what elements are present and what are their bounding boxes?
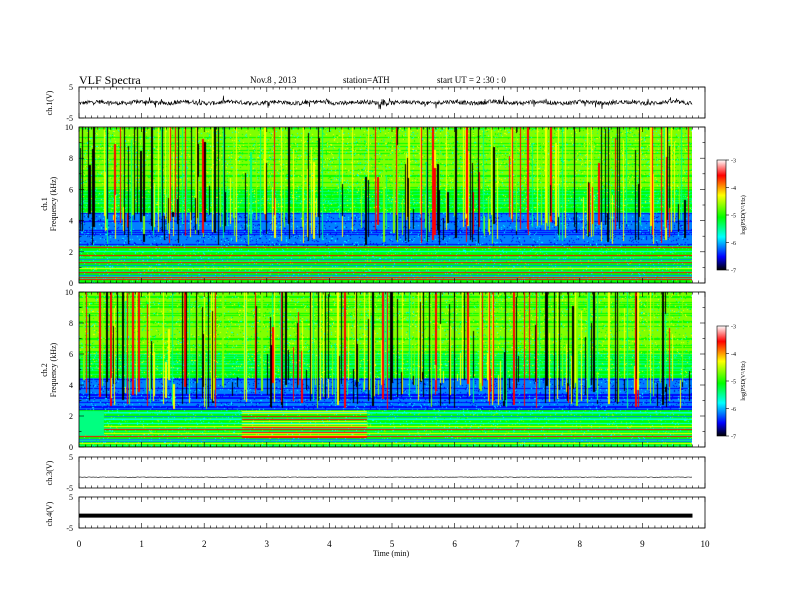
ch3-waveform-panel: 5 -5	[66, 453, 706, 493]
ch4-wave-ylabel: ch.4(V)	[45, 501, 54, 526]
y-tick-label: 6	[69, 350, 73, 359]
ch1-waveform-panel: 5 -5	[66, 83, 706, 123]
colorbar-tick-label: -3	[731, 325, 736, 331]
x-tick-label: 7	[515, 539, 520, 549]
ch3-wave-ylabel: ch.3(V)	[45, 460, 54, 485]
colorbar-scale	[716, 325, 727, 437]
x-tick-label: 4	[327, 539, 332, 549]
ch1-waveform-trace	[78, 95, 693, 110]
ch1-wave-ylabel: ch.1(V)	[45, 90, 54, 115]
colorbar-tick-label: -6	[731, 241, 736, 247]
ch1-spectrogram-panel: 0 2 4 6 8 10	[65, 123, 706, 288]
colorbar-label: log(PSD(V²/Hz)	[740, 361, 747, 400]
ch3-waveform-trace	[78, 476, 693, 478]
x-tick-label: 1	[139, 539, 144, 549]
colorbar-tick-label: -5	[731, 214, 736, 220]
ch2-freq-ylabel: Frequency (kHz)	[49, 342, 58, 397]
y-tick-label: 5	[69, 83, 73, 92]
x-axis-label: Time (min)	[373, 549, 410, 558]
y-tick-label: 5	[69, 453, 73, 462]
y-tick-label: 0	[69, 279, 73, 288]
ch2-colorbar: -3 -4 -5 -6 -7 log(PSD(V²/Hz)	[716, 325, 747, 441]
y-tick-label: 4	[69, 381, 73, 390]
colorbar-scale	[716, 159, 727, 271]
figure-title: VLF Spectra	[79, 73, 141, 87]
x-tick-label: 8	[578, 539, 583, 549]
y-tick-label: 10	[65, 123, 73, 132]
colorbar-tick-label: -7	[731, 435, 736, 441]
x-tick-label: 9	[640, 539, 645, 549]
colorbar-tick-label: -6	[731, 407, 736, 413]
y-tick-label: -5	[66, 114, 73, 123]
ch4-waveform-panel: 5 -5	[66, 493, 706, 533]
x-tick-label: 5	[390, 539, 395, 549]
colorbar-tick-label: -5	[731, 380, 736, 386]
colorbar-tick-label: -4	[731, 186, 736, 192]
x-tick-label: 2	[202, 539, 207, 549]
station-label: station=ATH	[343, 75, 390, 85]
ch2-spectrogram-panel: 0 2 4 6 8 10	[65, 288, 706, 452]
start-ut-label: start UT = 2 :30 : 0	[437, 75, 506, 85]
colorbar-tick-label: -7	[731, 269, 736, 275]
y-tick-label: 8	[69, 154, 73, 163]
y-tick-label: 5	[69, 493, 73, 502]
ch2-spec-ylabel: ch.2	[40, 363, 49, 377]
x-tick-label: 6	[452, 539, 457, 549]
colorbar-label: log(PSD(V²/Hz)	[740, 195, 747, 234]
ch1-freq-ylabel: Frequency (kHz)	[49, 176, 58, 231]
x-tick-label: 0	[77, 539, 82, 549]
date-label: Nov.8 , 2013	[250, 75, 297, 85]
y-tick-label: 2	[69, 248, 73, 257]
y-tick-label: 6	[69, 185, 73, 194]
ch1-spec-ylabel: ch.1	[40, 197, 49, 211]
x-tick-label: 10	[701, 539, 711, 549]
y-tick-label: 0	[69, 443, 73, 452]
x-tick-label: 3	[265, 539, 270, 549]
ch2-spectrogram-image	[79, 292, 692, 447]
y-tick-label: -5	[66, 524, 73, 533]
time-axis: 0 1 2 3 4 5 6 7 8 9 10	[77, 539, 710, 549]
y-tick-label: 8	[69, 319, 73, 328]
colorbar-tick-label: -4	[731, 352, 736, 358]
ch1-spectrogram-image	[79, 127, 692, 283]
y-tick-label: 2	[69, 412, 73, 421]
colorbar-tick-label: -3	[731, 159, 736, 165]
y-tick-label: 4	[69, 217, 73, 226]
ch1-colorbar: -3 -4 -5 -6 -7 log(PSD(V²/Hz)	[716, 159, 747, 275]
y-tick-label: 10	[65, 288, 73, 297]
y-tick-label: -5	[66, 484, 73, 493]
